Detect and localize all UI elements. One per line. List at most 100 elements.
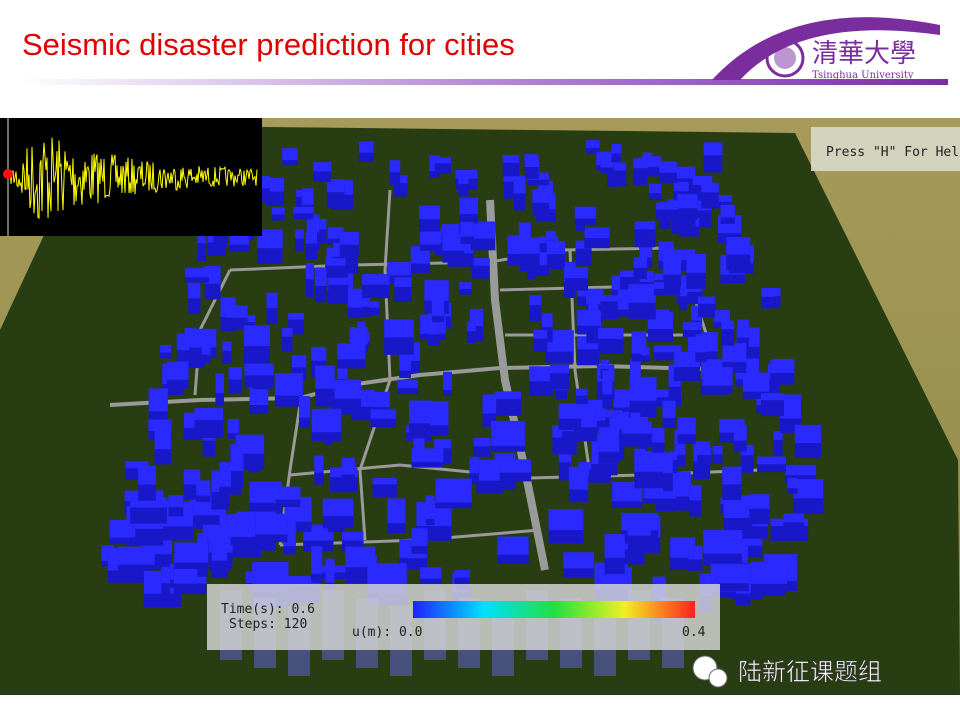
building [282,328,293,337]
building [497,536,529,555]
building [316,219,327,230]
building [784,464,817,476]
building [435,232,447,256]
building [229,233,249,245]
building [311,408,342,433]
building [266,292,278,308]
building [361,293,370,307]
building [389,163,401,185]
building [586,140,600,148]
building [668,451,678,460]
building [394,174,408,183]
building [621,421,652,434]
building [249,481,282,503]
building [325,558,335,583]
steps-text: Steps: 120 [229,617,307,632]
building [722,343,747,362]
building [188,282,201,299]
building [222,344,232,364]
building [430,401,449,426]
building [641,346,650,356]
building [708,195,733,202]
building [326,179,345,193]
building [201,341,211,355]
building [615,166,627,187]
building [394,277,412,287]
building [458,180,469,197]
wechat-icon-small [708,668,728,688]
building [542,313,553,328]
building [584,227,610,239]
building [793,479,824,499]
building [529,294,541,306]
building [337,343,366,360]
building [740,444,754,456]
building [305,263,315,280]
building [194,408,223,420]
building [529,298,541,322]
building [662,400,676,418]
building [783,517,805,539]
building [130,497,167,508]
building [714,310,731,322]
building [770,358,795,373]
building [546,241,565,255]
building [679,289,688,297]
building [663,456,673,492]
building [301,191,314,220]
building [293,208,314,219]
building [494,395,521,416]
building [682,322,702,330]
building [313,162,332,172]
building [227,419,239,434]
building [265,178,285,192]
building [299,395,311,418]
building [558,403,582,419]
building [787,478,798,489]
building [692,176,713,185]
building [197,232,207,261]
building [473,437,491,447]
building [628,284,656,303]
road [486,199,549,571]
building [154,429,171,450]
building [721,320,735,330]
building [576,310,601,326]
building [749,494,770,509]
building [166,361,189,380]
building [712,446,723,455]
building [295,232,304,252]
building [255,513,288,535]
building [634,225,656,248]
building [230,448,244,471]
building [196,480,211,496]
building [397,379,418,388]
building [399,355,411,371]
building [471,258,490,266]
building [630,359,641,380]
building [698,299,715,318]
building [598,328,624,339]
building [327,227,344,239]
building [305,236,317,260]
building [215,373,224,394]
building [161,570,171,598]
building [653,282,664,289]
building [502,155,519,163]
building [387,498,406,524]
building [491,420,525,447]
building [257,229,283,249]
building [311,346,327,361]
building [184,267,209,278]
building [358,141,374,153]
building [460,222,474,237]
building [349,327,368,345]
building [615,162,627,171]
building [244,363,274,376]
building [244,315,256,322]
logo-seal-inner [774,47,796,69]
building [411,448,444,462]
building [629,376,657,401]
building [757,456,787,465]
